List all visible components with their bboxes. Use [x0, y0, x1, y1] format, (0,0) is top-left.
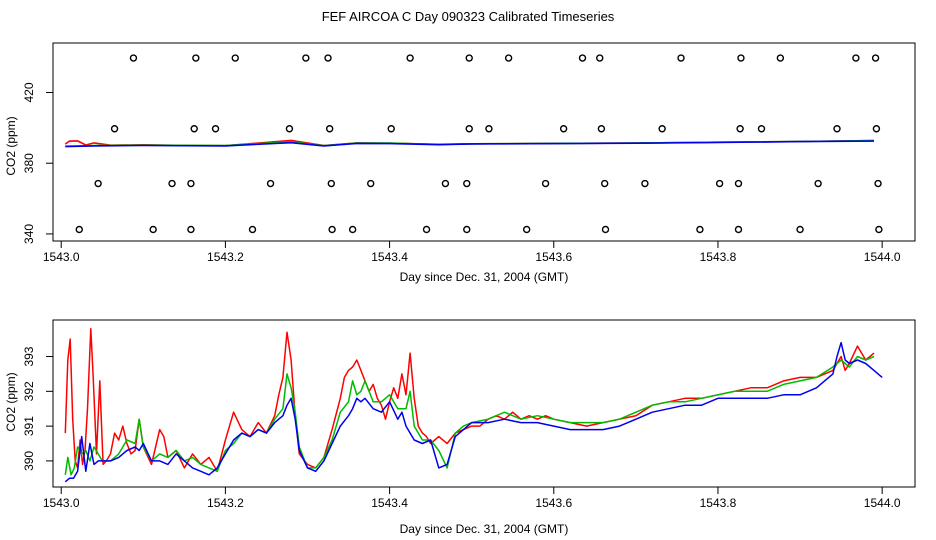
chart-title: FEF AIRCOA C Day 090323 Calibrated Times…	[321, 9, 615, 24]
y-axis-label-top: CO2 (ppm)	[4, 116, 18, 175]
x-tick-label: 1543.0	[43, 496, 80, 510]
ref-point	[833, 125, 841, 133]
ref-point	[600, 179, 609, 188]
ref-point	[324, 54, 332, 62]
x-ticks-top: 1543.0 1543.2 1543.4 1543.6 1543.8 1544.0	[43, 241, 901, 264]
ref-point	[578, 54, 587, 62]
x-tick-label: 1543.2	[207, 250, 244, 264]
y-tick-label: 393	[22, 346, 36, 366]
ref-point	[187, 179, 195, 188]
ref-point	[874, 179, 882, 188]
ref-point	[715, 179, 724, 188]
y-ticks-bottom: 390 391 392 393	[22, 346, 53, 471]
ref-point	[504, 54, 513, 62]
ref-point	[327, 179, 336, 188]
ref-point	[231, 54, 239, 62]
ref-point	[192, 54, 200, 62]
ref-point	[422, 225, 431, 234]
ref-point	[75, 225, 83, 234]
ref-point	[441, 179, 450, 188]
ref-point	[248, 225, 257, 234]
y-tick-label: 340	[22, 224, 36, 244]
y-axis-label-bottom: CO2 (ppm)	[4, 372, 18, 431]
series-line-red	[64, 327, 875, 473]
series-group-bottom	[64, 327, 883, 483]
y-tick-label: 390	[22, 451, 36, 471]
series-line-blue	[64, 341, 883, 483]
ref-point	[734, 225, 743, 234]
panel-bottom: 1543.0 1543.2 1543.4 1543.6 1543.8 1544.0 390…	[4, 319, 916, 536]
ref-point	[285, 125, 294, 133]
ref-point	[757, 125, 766, 133]
ref-point	[325, 125, 334, 133]
ref-point	[463, 225, 471, 234]
x-tick-label: 1543.2	[207, 496, 244, 510]
y-ticks-top: 340 380 420	[22, 82, 53, 244]
y-tick-label: 420	[22, 82, 36, 102]
ref-point	[541, 179, 550, 188]
series-group-top	[64, 54, 883, 234]
panel-top: 1543.0 1543.2 1543.4 1543.6 1543.8 1544.0 340…	[4, 42, 916, 284]
ref-point	[463, 179, 471, 188]
ref-point	[465, 54, 473, 62]
ref-point	[302, 54, 310, 62]
ref-point	[736, 125, 744, 133]
x-tick-label: 1543.8	[700, 250, 737, 264]
x-tick-label: 1544.0	[864, 496, 901, 510]
ref-point	[168, 179, 176, 188]
ref-point	[559, 125, 568, 133]
y-tick-label: 380	[22, 153, 36, 173]
ref-point	[734, 179, 743, 188]
x-tick-label: 1543.0	[43, 250, 80, 264]
ref-point	[211, 125, 220, 133]
ref-point	[348, 225, 357, 234]
x-ticks-bottom: 1543.0 1543.2 1543.4 1543.6 1543.8 1544.0	[43, 487, 901, 510]
x-axis-label-top: Day since Dec. 31, 2004 (GMT)	[400, 270, 569, 284]
ref-point	[190, 125, 198, 133]
ref-point	[776, 54, 785, 62]
x-tick-label: 1543.4	[371, 496, 408, 510]
x-tick-label: 1543.8	[700, 496, 737, 510]
ref-point	[641, 179, 649, 188]
ref-point	[796, 225, 804, 234]
series-line-blue	[65, 140, 875, 148]
ref-point	[814, 179, 822, 188]
ref-point	[328, 225, 336, 234]
ref-point	[110, 125, 119, 133]
ref-point	[129, 54, 138, 62]
ref-point	[601, 225, 610, 234]
ref-point	[677, 54, 685, 62]
ref-point	[406, 54, 414, 62]
y-tick-label: 392	[22, 381, 36, 401]
ref-point	[187, 225, 195, 234]
ref-point	[485, 125, 493, 133]
ref-point	[872, 125, 881, 133]
ref-point	[465, 125, 473, 133]
ref-point	[658, 125, 666, 133]
ref-point	[597, 125, 606, 133]
ref-point	[596, 54, 604, 62]
series-line-green	[64, 355, 875, 476]
x-tick-label: 1543.4	[371, 250, 408, 264]
ref-point	[737, 54, 745, 62]
ref-point	[266, 179, 275, 188]
y-tick-label: 391	[22, 416, 36, 436]
ref-point	[367, 179, 375, 188]
ref-point	[522, 225, 531, 234]
ref-point	[696, 225, 704, 234]
ref-point	[871, 54, 880, 62]
ref-point	[94, 179, 102, 188]
ref-point	[387, 125, 395, 133]
x-tick-label: 1543.6	[535, 496, 572, 510]
ref-point	[875, 225, 883, 234]
x-tick-label: 1544.0	[864, 250, 901, 264]
x-axis-label-bottom: Day since Dec. 31, 2004 (GMT)	[400, 522, 569, 536]
ref-point	[149, 225, 157, 234]
ref-point	[852, 54, 860, 62]
x-tick-label: 1543.6	[535, 250, 572, 264]
